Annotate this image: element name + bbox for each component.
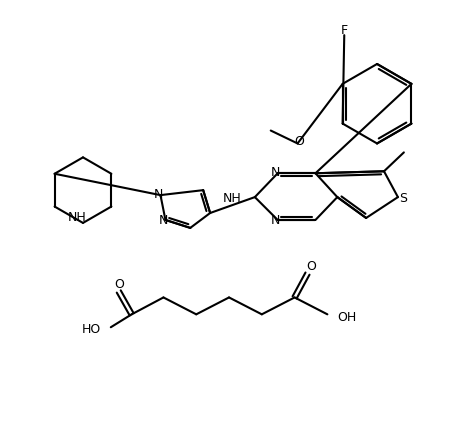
Text: N: N [159,215,168,227]
Text: NH: NH [67,212,86,224]
Text: OH: OH [337,311,357,324]
Text: F: F [341,24,348,37]
Text: O: O [306,260,316,273]
Text: HO: HO [82,323,101,336]
Text: O: O [295,135,305,148]
Text: N: N [271,166,280,179]
Text: NH: NH [223,192,242,204]
Text: N: N [271,215,280,227]
Text: S: S [399,192,407,204]
Text: O: O [114,278,124,291]
Text: N: N [154,187,163,201]
